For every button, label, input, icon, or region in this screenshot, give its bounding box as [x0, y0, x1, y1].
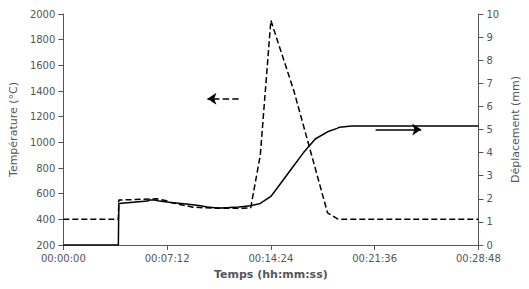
svg-text:9: 9 — [486, 32, 492, 43]
svg-text:400: 400 — [36, 214, 55, 225]
svg-text:3: 3 — [486, 170, 492, 181]
svg-text:8: 8 — [486, 55, 492, 66]
svg-text:1: 1 — [486, 216, 492, 227]
svg-text:1200: 1200 — [30, 111, 55, 122]
svg-text:200: 200 — [36, 240, 55, 251]
svg-text:Température (°C): Température (°C) — [7, 82, 20, 178]
svg-text:10: 10 — [486, 9, 499, 20]
svg-text:1400: 1400 — [30, 86, 55, 97]
svg-text:7: 7 — [486, 78, 492, 89]
svg-text:1600: 1600 — [30, 60, 55, 71]
svg-text:Temps (hh:mm:ss): Temps (hh:mm:ss) — [214, 268, 328, 281]
svg-text:800: 800 — [36, 163, 55, 174]
svg-text:2: 2 — [486, 193, 492, 204]
svg-text:1000: 1000 — [30, 137, 55, 148]
svg-text:2000: 2000 — [30, 9, 55, 20]
svg-text:00:21:36: 00:21:36 — [352, 253, 397, 264]
svg-text:5: 5 — [486, 124, 492, 135]
svg-text:0: 0 — [486, 240, 492, 251]
svg-text:600: 600 — [36, 188, 55, 199]
svg-text:00:28:48: 00:28:48 — [456, 253, 501, 264]
svg-text:Déplacement (mm): Déplacement (mm) — [509, 76, 522, 183]
svg-text:00:00:00: 00:00:00 — [41, 253, 86, 264]
svg-text:00:07:12: 00:07:12 — [145, 253, 190, 264]
svg-text:00:14:24: 00:14:24 — [248, 253, 293, 264]
svg-text:6: 6 — [486, 101, 492, 112]
svg-text:4: 4 — [486, 147, 492, 158]
svg-text:1800: 1800 — [30, 34, 55, 45]
